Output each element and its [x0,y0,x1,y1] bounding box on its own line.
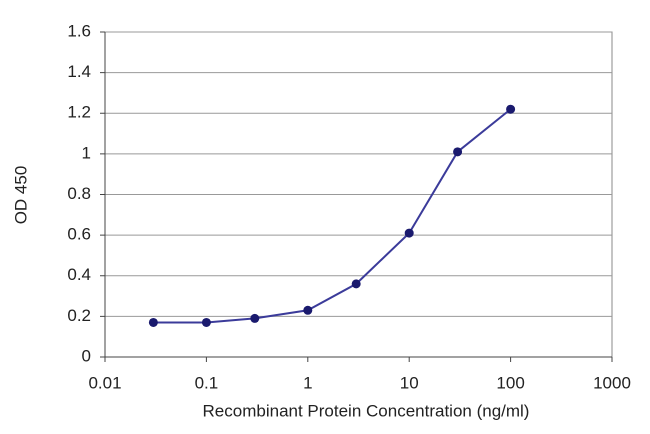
x-axis-label: Recombinant Protein Concentration (ng/ml… [203,401,530,420]
data-point [303,305,313,315]
y-tick-label: 0.6 [67,225,91,244]
x-tick-label: 0.1 [195,373,219,392]
data-point [404,228,414,238]
y-tick-label: 0.2 [67,306,91,325]
y-tick-label: 1.4 [67,62,91,81]
y-tick-label: 0.8 [67,184,91,203]
y-tick-label: 0.4 [67,265,91,284]
x-tick-label: 0.01 [88,373,121,392]
data-point [148,317,158,327]
data-point [506,104,516,114]
y-tick-label: 1.6 [67,21,91,40]
data-point [453,147,463,157]
x-tick-label: 100 [496,373,524,392]
x-tick-label: 1000 [593,373,631,392]
y-tick-label: 0 [82,346,91,365]
series-line [153,108,512,324]
x-tick-label: 1 [303,373,312,392]
data-point [250,313,260,323]
x-tick-label: 10 [400,373,419,392]
y-tick-label: 1.2 [67,103,91,122]
data-point [351,279,361,289]
y-tick-label: 1 [82,143,91,162]
data-point [201,317,211,327]
y-axis-label: OD 450 [11,166,30,225]
